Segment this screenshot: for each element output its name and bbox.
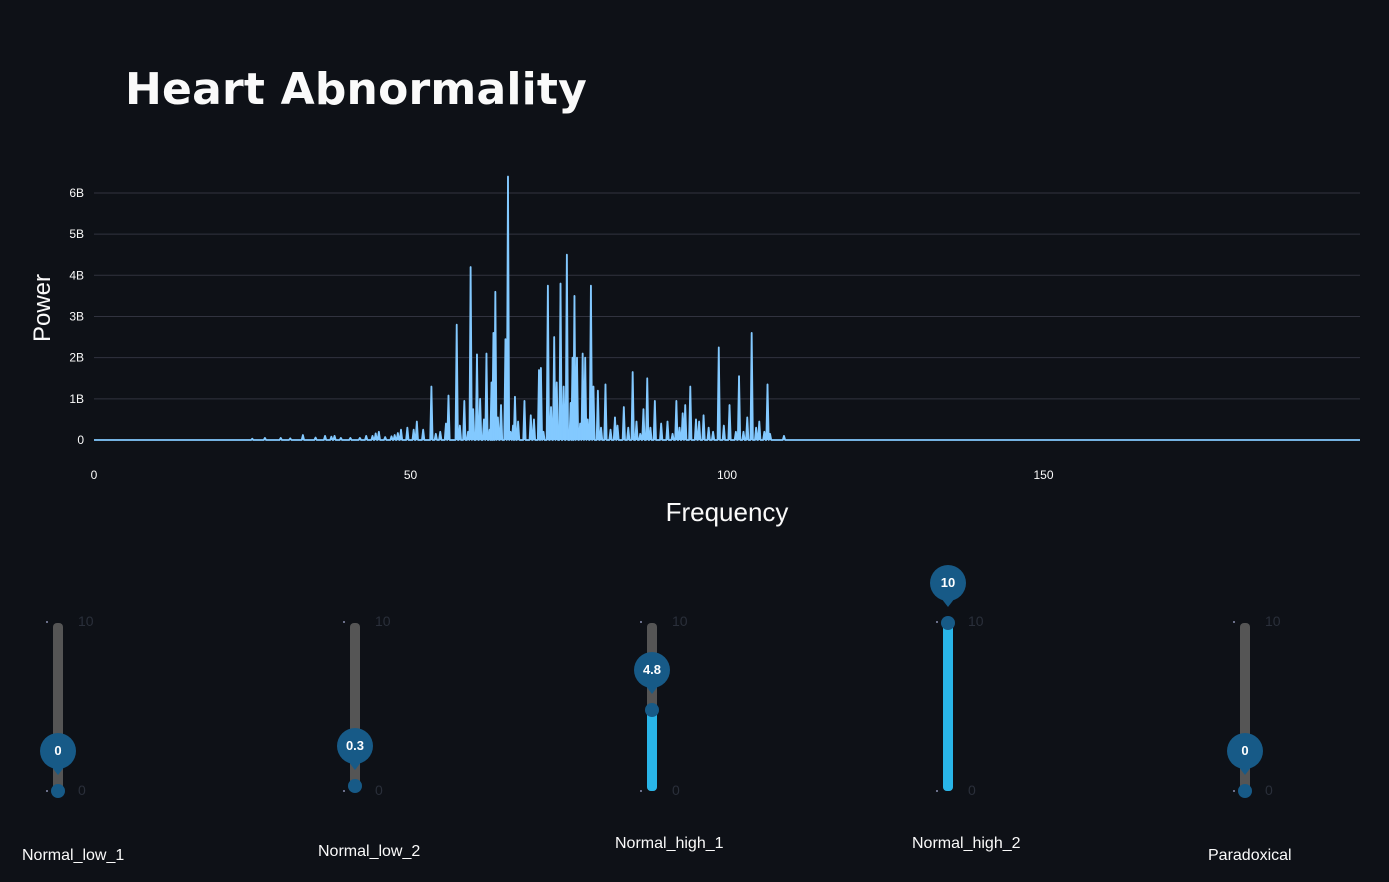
x-tick-label: 50 (404, 468, 418, 482)
y-tick-label: 3B (69, 309, 84, 323)
x-tick-label: 150 (1033, 468, 1053, 482)
slider-label: Normal_high_1 (615, 835, 724, 852)
slider-value: 0 (54, 743, 62, 758)
slider-handle[interactable] (645, 703, 659, 718)
slider-min-tick (46, 790, 48, 792)
x-tick-label: 100 (717, 468, 737, 482)
slider-max-tick (343, 621, 345, 623)
y-tick-label: 5B (69, 227, 84, 241)
slider-min-label: 0 (968, 782, 976, 798)
slider-min-tick (936, 790, 938, 792)
y-tick-label: 0 (77, 433, 84, 447)
slider-min-label: 0 (672, 782, 680, 798)
slider-fill (943, 623, 953, 791)
slider-min-label: 0 (78, 782, 86, 798)
power-series-line (94, 175, 1360, 441)
slider-value-bubble: 0 (1227, 733, 1263, 775)
slider-value: 4.8 (642, 662, 662, 678)
y-tick-label: 2B (69, 351, 84, 365)
x-axis-title: Frequency (666, 497, 789, 527)
power-spectrum-chart[interactable]: 0 1B 2B 3B 4B 5B 6B 0 50 100 150 Frequency Power (0, 160, 1389, 540)
slider-normal-high-1[interactable]: 10 0 4.8 Normal_high_1 (594, 560, 834, 882)
slider-value: 0.3 (345, 737, 365, 753)
slider-fill (647, 710, 657, 791)
slider-track[interactable] (53, 623, 63, 791)
slider-min-label: 0 (375, 782, 383, 798)
slider-value: 10 (940, 575, 956, 590)
slider-label: Paradoxical (1208, 847, 1292, 864)
slider-normal-low-1[interactable]: 10 0 0 Normal_low_1 (0, 560, 240, 882)
y-tick-label: 1B (69, 392, 84, 406)
slider-min-tick (343, 790, 345, 792)
slider-min-tick (1233, 790, 1235, 792)
slider-value-bubble: 0 (40, 733, 76, 775)
slider-max-label: 10 (78, 613, 94, 629)
slider-normal-high-2[interactable]: 10 0 10 Normal_high_2 (890, 560, 1130, 882)
slider-label: Normal_low_2 (318, 843, 421, 860)
slider-max-tick (1233, 621, 1235, 623)
slider-track[interactable] (1240, 623, 1250, 791)
slider-label: Normal_low_1 (22, 847, 125, 864)
slider-max-tick (640, 621, 642, 623)
page-title: Heart Abnormality (125, 64, 588, 115)
slider-max-label: 10 (672, 613, 688, 629)
slider-normal-low-2[interactable]: 10 0 0.3 Normal_low_2 (297, 560, 537, 882)
slider-max-label: 10 (1265, 613, 1281, 629)
y-tick-label: 6B (69, 186, 84, 200)
slider-max-tick (46, 621, 48, 623)
slider-value-bubble: 4.8 (634, 652, 670, 695)
slider-min-label: 0 (1265, 782, 1273, 798)
slider-label: Normal_high_2 (912, 835, 1021, 852)
slider-value: 0 (1241, 743, 1249, 758)
y-tick-label: 4B (69, 268, 84, 282)
y-axis-title: Power (29, 274, 56, 342)
slider-handle[interactable] (1238, 784, 1252, 798)
slider-handle[interactable] (51, 784, 65, 798)
slider-max-tick (936, 621, 938, 623)
slider-paradoxical[interactable]: 10 0 0 Paradoxical (1187, 560, 1389, 882)
x-tick-label: 0 (91, 468, 98, 482)
slider-handle[interactable] (348, 778, 362, 793)
slider-max-label: 10 (968, 613, 984, 629)
slider-max-label: 10 (375, 613, 391, 629)
slider-value-bubble: 10 (930, 565, 966, 607)
slider-min-tick (640, 790, 642, 792)
slider-handle[interactable] (941, 616, 955, 630)
slider-track[interactable] (943, 623, 953, 791)
slider-value-bubble: 0.3 (337, 727, 373, 770)
